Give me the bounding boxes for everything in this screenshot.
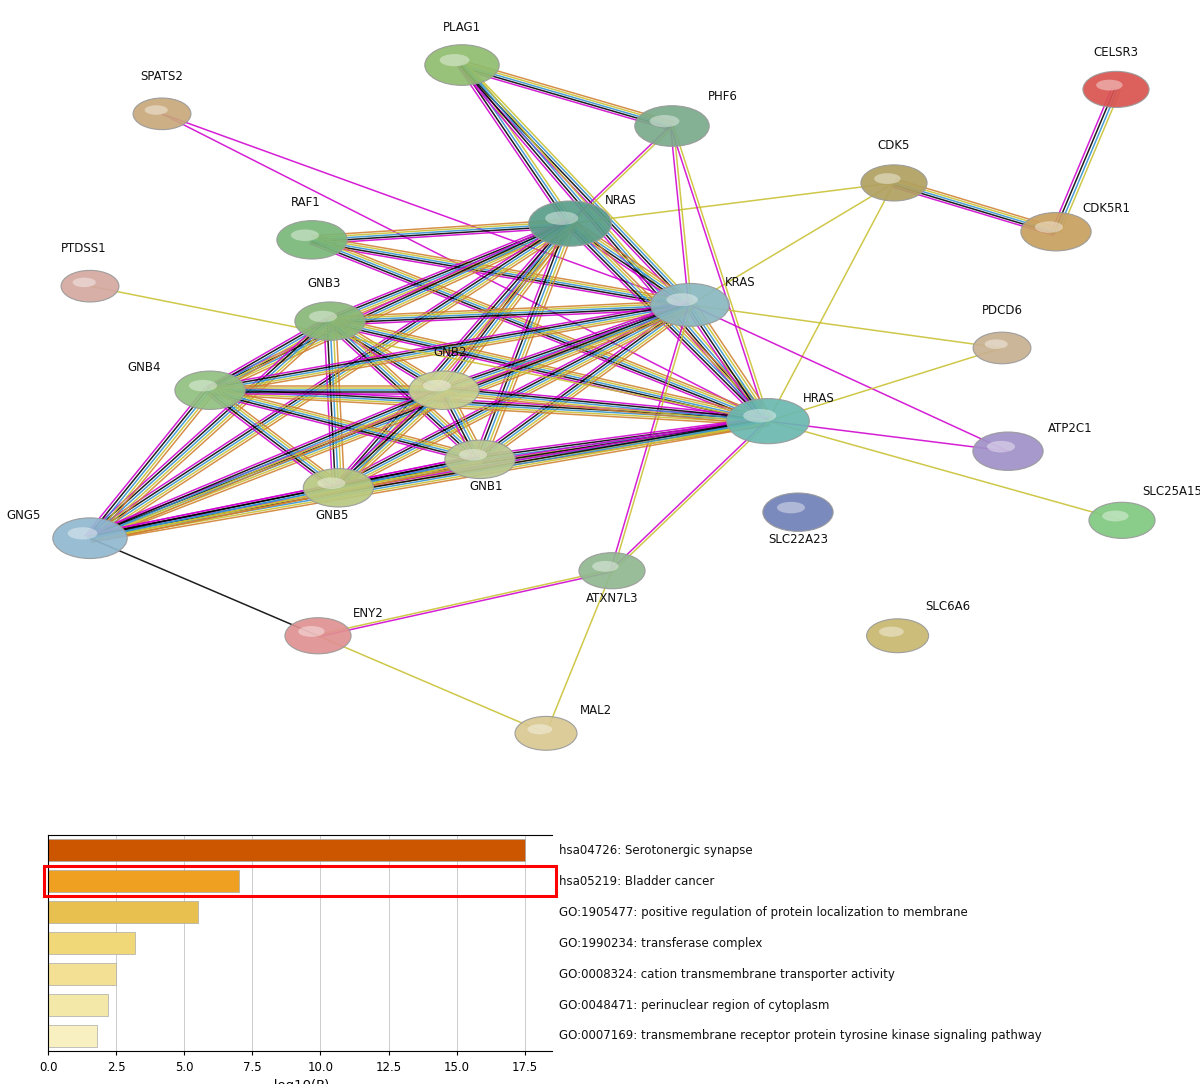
- Ellipse shape: [61, 270, 119, 302]
- Ellipse shape: [985, 339, 1008, 349]
- Ellipse shape: [528, 724, 552, 734]
- Text: MAL2: MAL2: [581, 705, 612, 718]
- Bar: [48, 932, 136, 954]
- Ellipse shape: [973, 433, 1043, 470]
- Text: PDCD6: PDCD6: [982, 305, 1022, 317]
- Ellipse shape: [445, 440, 515, 478]
- Text: hsa04726: Serotonergic synapse: hsa04726: Serotonergic synapse: [559, 843, 752, 856]
- Ellipse shape: [67, 527, 97, 540]
- Text: SPATS2: SPATS2: [140, 70, 184, 83]
- Ellipse shape: [1096, 80, 1123, 91]
- Ellipse shape: [776, 502, 805, 514]
- Text: hsa05219: Bladder cancer: hsa05219: Bladder cancer: [559, 875, 714, 888]
- Ellipse shape: [308, 311, 337, 322]
- Ellipse shape: [1034, 221, 1063, 233]
- Text: SLC6A6: SLC6A6: [925, 601, 971, 614]
- Text: GO:0007169: transmembrane receptor protein tyrosine kinase signaling pathway: GO:0007169: transmembrane receptor prote…: [559, 1030, 1042, 1043]
- Text: SLC22A23: SLC22A23: [768, 533, 828, 546]
- Ellipse shape: [878, 627, 904, 636]
- Text: NRAS: NRAS: [605, 194, 636, 207]
- Text: GO:0008324: cation transmembrane transporter activity: GO:0008324: cation transmembrane transpo…: [559, 968, 895, 981]
- Text: CDK5: CDK5: [878, 139, 910, 152]
- Ellipse shape: [860, 165, 928, 201]
- Ellipse shape: [1088, 502, 1156, 539]
- Text: CDK5R1: CDK5R1: [1082, 203, 1130, 216]
- Ellipse shape: [290, 230, 319, 241]
- Bar: [48, 963, 116, 985]
- Ellipse shape: [592, 562, 619, 572]
- Text: KRAS: KRAS: [725, 275, 756, 288]
- Text: GNB2: GNB2: [433, 347, 467, 360]
- Text: ENY2: ENY2: [353, 607, 384, 620]
- Text: HRAS: HRAS: [803, 392, 834, 405]
- Ellipse shape: [763, 493, 833, 531]
- Ellipse shape: [973, 332, 1031, 364]
- Text: RAF1: RAF1: [292, 196, 320, 209]
- Ellipse shape: [650, 283, 730, 326]
- Ellipse shape: [545, 211, 578, 225]
- Ellipse shape: [515, 717, 577, 750]
- Ellipse shape: [458, 449, 487, 461]
- Ellipse shape: [73, 278, 96, 287]
- Ellipse shape: [133, 98, 191, 130]
- Ellipse shape: [298, 627, 325, 637]
- Text: GO:1990234: transferase complex: GO:1990234: transferase complex: [559, 937, 762, 950]
- Ellipse shape: [743, 409, 776, 423]
- Ellipse shape: [175, 371, 245, 410]
- Text: SLC25A15: SLC25A15: [1142, 485, 1200, 498]
- Bar: [48, 839, 524, 862]
- Bar: [48, 1024, 97, 1047]
- Bar: [48, 901, 198, 924]
- Text: ATXN7L3: ATXN7L3: [586, 592, 638, 605]
- Text: GO:0048471: perinuclear region of cytoplasm: GO:0048471: perinuclear region of cytopl…: [559, 998, 829, 1011]
- Text: GNB1: GNB1: [469, 480, 503, 493]
- Ellipse shape: [425, 44, 499, 86]
- Ellipse shape: [649, 115, 679, 127]
- Text: ATP2C1: ATP2C1: [1048, 422, 1093, 435]
- Bar: [48, 994, 108, 1016]
- Ellipse shape: [317, 477, 346, 489]
- Ellipse shape: [1102, 511, 1129, 521]
- Ellipse shape: [874, 173, 901, 184]
- Ellipse shape: [422, 379, 451, 391]
- Ellipse shape: [727, 399, 809, 443]
- Ellipse shape: [1021, 212, 1091, 250]
- Text: GNB3: GNB3: [307, 278, 341, 291]
- Ellipse shape: [635, 105, 709, 146]
- Ellipse shape: [145, 105, 168, 115]
- Text: GO:1905477: positive regulation of protein localization to membrane: GO:1905477: positive regulation of prote…: [559, 905, 967, 918]
- Ellipse shape: [277, 221, 347, 259]
- Text: GNB5: GNB5: [316, 509, 349, 521]
- Ellipse shape: [284, 618, 352, 654]
- Ellipse shape: [304, 468, 373, 507]
- Ellipse shape: [866, 619, 929, 653]
- Ellipse shape: [1082, 72, 1150, 107]
- Ellipse shape: [986, 441, 1015, 452]
- Text: PHF6: PHF6: [708, 90, 737, 103]
- Ellipse shape: [295, 302, 365, 340]
- Ellipse shape: [409, 371, 479, 410]
- Ellipse shape: [53, 518, 127, 558]
- Text: GNG5: GNG5: [7, 509, 41, 521]
- X-axis label: -log10(P): -log10(P): [270, 1079, 330, 1084]
- Bar: [48, 870, 239, 892]
- Ellipse shape: [188, 379, 217, 391]
- Text: GNB4: GNB4: [127, 361, 161, 374]
- Ellipse shape: [578, 553, 646, 589]
- Text: PTDSS1: PTDSS1: [61, 243, 107, 255]
- Ellipse shape: [666, 294, 698, 306]
- Text: CELSR3: CELSR3: [1093, 46, 1139, 59]
- Ellipse shape: [439, 54, 469, 66]
- Text: PLAG1: PLAG1: [443, 22, 481, 34]
- Ellipse shape: [529, 201, 611, 246]
